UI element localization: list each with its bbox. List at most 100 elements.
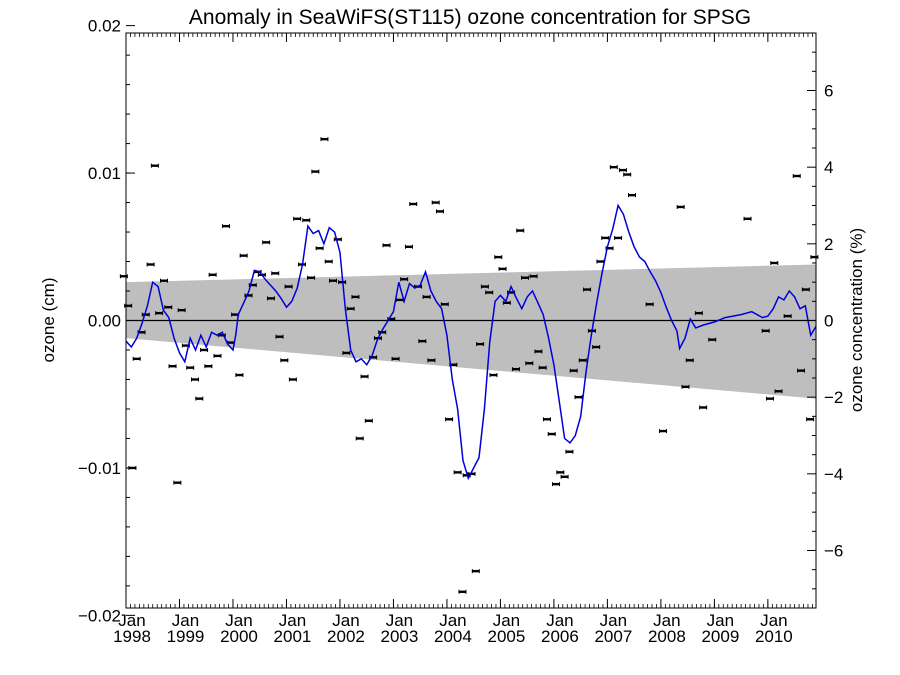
data-point xyxy=(191,377,199,382)
data-point xyxy=(489,373,498,378)
data-point xyxy=(770,261,779,265)
data-point xyxy=(262,240,271,245)
data-point xyxy=(694,311,703,316)
data-point xyxy=(552,482,561,487)
data-point xyxy=(596,259,605,264)
data-point xyxy=(239,253,248,258)
x-tick-label-year: 2004 xyxy=(434,627,472,646)
data-point xyxy=(766,396,774,401)
data-point xyxy=(155,311,164,316)
data-point xyxy=(244,293,253,298)
data-point xyxy=(529,274,538,279)
data-point xyxy=(266,296,275,301)
data-point xyxy=(329,278,337,283)
data-point xyxy=(458,589,467,594)
data-point xyxy=(355,436,364,441)
data-point xyxy=(382,243,391,248)
data-point xyxy=(360,374,369,379)
data-point xyxy=(132,356,141,361)
data-point xyxy=(774,389,783,394)
x-tick-label-year: 2010 xyxy=(755,627,793,646)
x-tick-label-year: 2002 xyxy=(327,627,365,646)
x-tick-label-year: 2005 xyxy=(488,627,526,646)
data-point xyxy=(708,337,717,342)
data-point xyxy=(565,449,574,454)
data-point xyxy=(614,235,623,240)
data-point xyxy=(284,284,293,289)
data-point xyxy=(293,216,302,221)
data-point xyxy=(810,255,819,260)
data-point xyxy=(280,358,289,363)
data-point xyxy=(525,361,534,366)
data-point xyxy=(645,302,654,307)
y-tick-label-left: 0.01 xyxy=(88,164,121,183)
chart-title: Anomaly in SeaWiFS(ST115) ozone concentr… xyxy=(189,6,751,29)
axis-ticks xyxy=(125,25,816,616)
x-tick-label-month: Jan xyxy=(653,611,680,630)
data-point xyxy=(164,305,173,310)
data-point xyxy=(150,163,159,168)
x-tick-label-month: Jan xyxy=(493,611,520,630)
data-point xyxy=(235,373,244,378)
data-point xyxy=(141,312,150,317)
data-point xyxy=(659,429,668,434)
data-point xyxy=(681,384,690,389)
data-point xyxy=(208,272,217,277)
data-point xyxy=(213,353,222,358)
x-tick-label-month: Jan xyxy=(546,611,573,630)
data-point xyxy=(333,237,342,242)
data-point xyxy=(271,271,280,276)
data-point xyxy=(592,345,601,350)
data-point xyxy=(342,350,351,355)
data-point xyxy=(685,358,694,363)
y-tick-label-right: −4 xyxy=(824,465,843,484)
data-point xyxy=(351,294,360,299)
data-point xyxy=(177,308,186,313)
x-tick-label-year: 2001 xyxy=(274,627,312,646)
data-point xyxy=(159,278,168,283)
data-point xyxy=(494,255,503,260)
y-tick-label-right: −2 xyxy=(824,388,843,407)
data-point xyxy=(534,349,543,354)
x-tick-label-year: 2003 xyxy=(381,627,419,646)
x-tick-label-year: 2008 xyxy=(648,627,686,646)
data-point xyxy=(146,262,155,267)
y-tick-label-left: 0.02 xyxy=(88,17,121,36)
x-tick-label-year: 1998 xyxy=(113,627,151,646)
data-point xyxy=(761,328,770,333)
trend-uncertainty-band xyxy=(126,264,816,399)
y-tick-label-left: −0.02 xyxy=(78,606,121,625)
data-point xyxy=(364,418,373,423)
y-tick-label-left: −0.01 xyxy=(78,459,121,478)
data-point xyxy=(618,168,627,173)
data-point xyxy=(378,330,387,335)
trend-band-polygon xyxy=(126,264,816,399)
data-point xyxy=(801,287,810,292)
data-point xyxy=(471,569,480,574)
data-point xyxy=(556,470,565,475)
data-point xyxy=(806,417,815,422)
data-point xyxy=(422,294,431,299)
y-tick-label-right: 0 xyxy=(824,312,833,331)
x-tick-label-month: Jan xyxy=(386,611,413,630)
x-tick-label-month: Jan xyxy=(760,611,787,630)
data-point xyxy=(498,266,507,271)
data-point xyxy=(547,432,556,437)
data-point xyxy=(560,474,569,479)
x-tick-label-year: 2007 xyxy=(594,627,632,646)
data-point xyxy=(699,405,708,410)
y-tick-label-right: 2 xyxy=(824,235,833,254)
data-point xyxy=(173,480,182,485)
y-tick-label-left: 0.00 xyxy=(88,312,121,331)
data-point xyxy=(480,284,489,289)
y-axis-label-left: ozone (cm) xyxy=(39,277,58,362)
data-point xyxy=(516,228,525,233)
data-point xyxy=(168,364,177,369)
data-point xyxy=(435,209,444,214)
x-tick-label-month: Jan xyxy=(600,611,627,630)
data-point xyxy=(346,306,355,311)
data-point xyxy=(569,368,578,373)
y-tick-label-right: −6 xyxy=(824,542,843,561)
data-point xyxy=(275,334,284,339)
